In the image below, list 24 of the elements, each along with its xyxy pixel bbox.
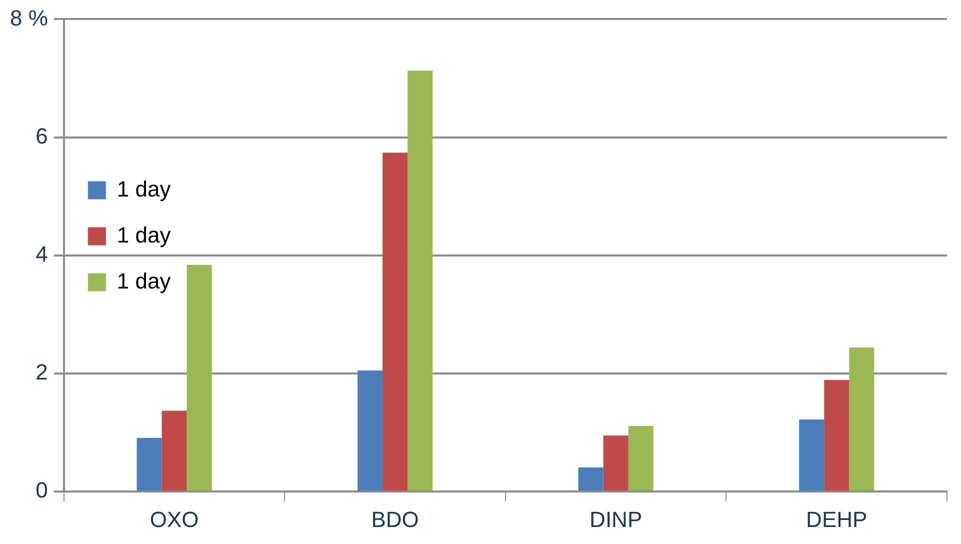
bar [408,70,433,491]
y-tick-label: 6 [36,123,48,148]
bar [578,467,604,491]
bar [603,436,628,491]
bar [382,152,408,491]
bar [136,438,162,491]
y-tick-label: 0 [36,478,48,503]
bar [799,420,824,491]
legend-label: 1 day [116,176,171,202]
bar [628,426,654,491]
legend-label: 1 day [116,268,171,294]
x-tick-label: DEHP [806,506,868,532]
y-tick-label: 8 % [10,5,48,30]
bar [849,348,874,491]
y-tick-label: 4 [36,241,48,266]
legend-label: 1 day [116,222,171,248]
x-tick-label: BDO [371,506,419,532]
y-tick-label: 2 [36,360,48,385]
x-tick-label: DINP [590,506,642,532]
x-tick-label: OXO [150,506,199,532]
bar [824,380,850,491]
bar [186,264,212,491]
bar [162,410,187,491]
bar [358,370,383,491]
